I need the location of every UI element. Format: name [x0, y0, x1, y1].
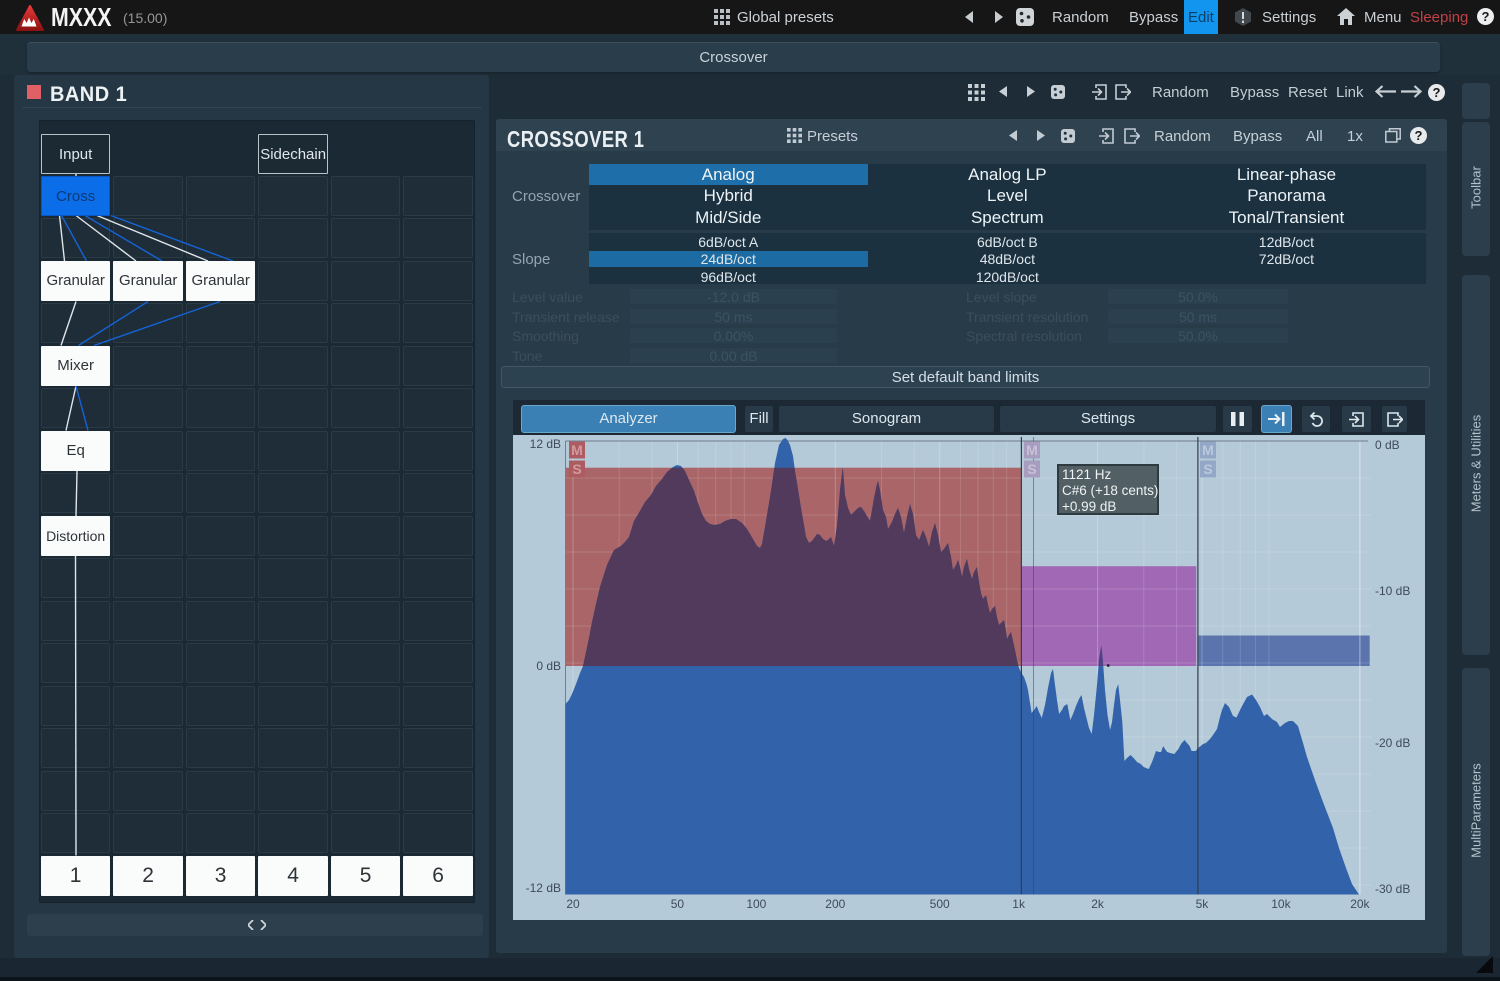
svg-text:S: S: [1203, 461, 1212, 477]
svg-text:S: S: [1027, 461, 1036, 477]
svg-text:M: M: [1202, 442, 1214, 458]
svg-text:S: S: [572, 461, 581, 477]
svg-text:M: M: [1026, 442, 1038, 458]
svg-text:M: M: [571, 442, 583, 458]
